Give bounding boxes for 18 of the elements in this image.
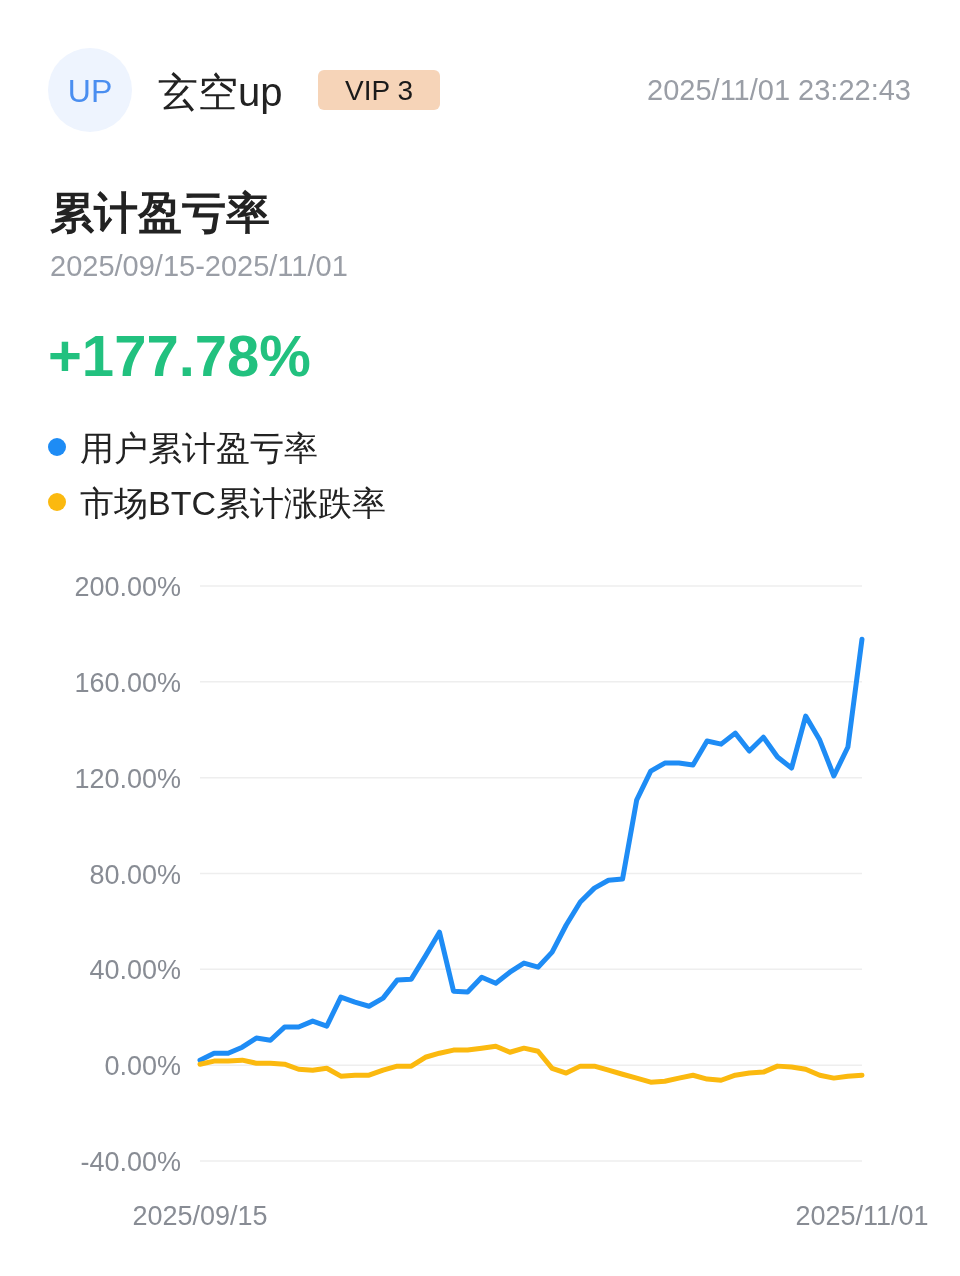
text: UP xyxy=(67,73,113,109)
y-tick-label: 80.00% xyxy=(89,859,181,890)
y-tick-label: 160.00% xyxy=(74,667,181,698)
x-tick-label: 2025/11/01 xyxy=(795,1201,929,1231)
y-tick-label: 40.00% xyxy=(89,955,181,986)
y-tick-label: 0.00% xyxy=(104,1051,181,1082)
y-tick-label: 200.00% xyxy=(74,572,181,602)
x-tick-label: 2025/09/15 xyxy=(132,1201,268,1231)
text: 玄空up xyxy=(158,70,283,114)
text: +177.78% xyxy=(48,323,311,388)
text: VIP 3 xyxy=(345,75,413,106)
y-tick-label: 120.00% xyxy=(74,763,181,794)
y-tick-label: -40.00% xyxy=(80,1147,181,1177)
legend-label: 用户累计盈亏率 xyxy=(80,429,318,467)
text: 2025/11/01 23:22:43 xyxy=(647,74,911,106)
chart-subtitle: 2025/09/15-2025/11/01 xyxy=(50,250,348,282)
legend-label: 市场BTC累计涨跌率 xyxy=(80,484,386,522)
chart-title: 累计盈亏率 xyxy=(50,188,270,237)
